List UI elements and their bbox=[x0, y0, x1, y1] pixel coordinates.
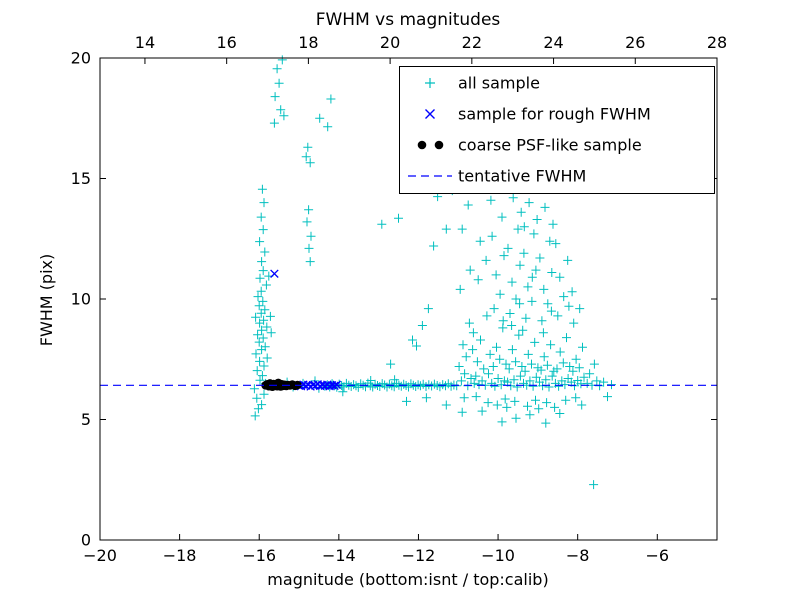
legend-dot-marker bbox=[417, 140, 427, 150]
legend-label: all sample bbox=[458, 74, 540, 93]
x-top-tick-label: 20 bbox=[380, 33, 400, 52]
legend-label: tentative FWHM bbox=[458, 167, 586, 186]
y-tick-label: 15 bbox=[71, 169, 91, 188]
x-bottom-tick-label: −18 bbox=[163, 546, 197, 565]
y-tick-label: 10 bbox=[71, 290, 91, 309]
x-top-tick-label: 16 bbox=[216, 33, 236, 52]
y-axis-label: FWHM (pix) bbox=[37, 254, 56, 347]
plot-data bbox=[100, 55, 717, 490]
legend-plus-marker bbox=[425, 78, 435, 88]
x-bottom-tick-label: −14 bbox=[322, 546, 356, 565]
x-top-tick-label: 18 bbox=[298, 33, 318, 52]
rough-fwhm-markers bbox=[270, 269, 342, 391]
x-bottom-tick-label: −6 bbox=[645, 546, 669, 565]
x-bottom-tick-label: −10 bbox=[481, 546, 515, 565]
legend-x-marker bbox=[425, 109, 435, 119]
legend-box bbox=[399, 66, 715, 194]
x-bottom-tick-label: −12 bbox=[402, 546, 436, 565]
y-tick-label: 20 bbox=[71, 49, 91, 68]
legend-dot-marker bbox=[434, 140, 444, 150]
x-bottom-tick-label: −20 bbox=[83, 546, 117, 565]
legend-label: coarse PSF-like sample bbox=[458, 136, 642, 155]
x-top-tick-label: 22 bbox=[462, 33, 482, 52]
axes-ticks: −20 −18 −16 −14 −12 −10 −8 −6 14 16 18 20 22 24 26 28 0 5… bbox=[71, 33, 728, 565]
x-top-tick-label: 24 bbox=[543, 33, 563, 52]
x-top-tick-label: 14 bbox=[135, 33, 155, 52]
x-top-tick-label: 26 bbox=[625, 33, 645, 52]
legend-label: sample for rough FWHM bbox=[458, 105, 651, 124]
y-tick-label: 5 bbox=[81, 410, 91, 429]
x-axis-label: magnitude (bottom:isnt / top:calib) bbox=[267, 570, 548, 589]
x-bottom-tick-label: −16 bbox=[242, 546, 276, 565]
x-top-tick-label: 28 bbox=[707, 33, 727, 52]
y-tick-label: 0 bbox=[81, 531, 91, 550]
legend: all sample sample for rough FWHM coarse PS… bbox=[399, 66, 715, 194]
chart-title: FWHM vs magnitudes bbox=[316, 10, 501, 30]
x-bottom-tick-label: −8 bbox=[566, 546, 590, 565]
